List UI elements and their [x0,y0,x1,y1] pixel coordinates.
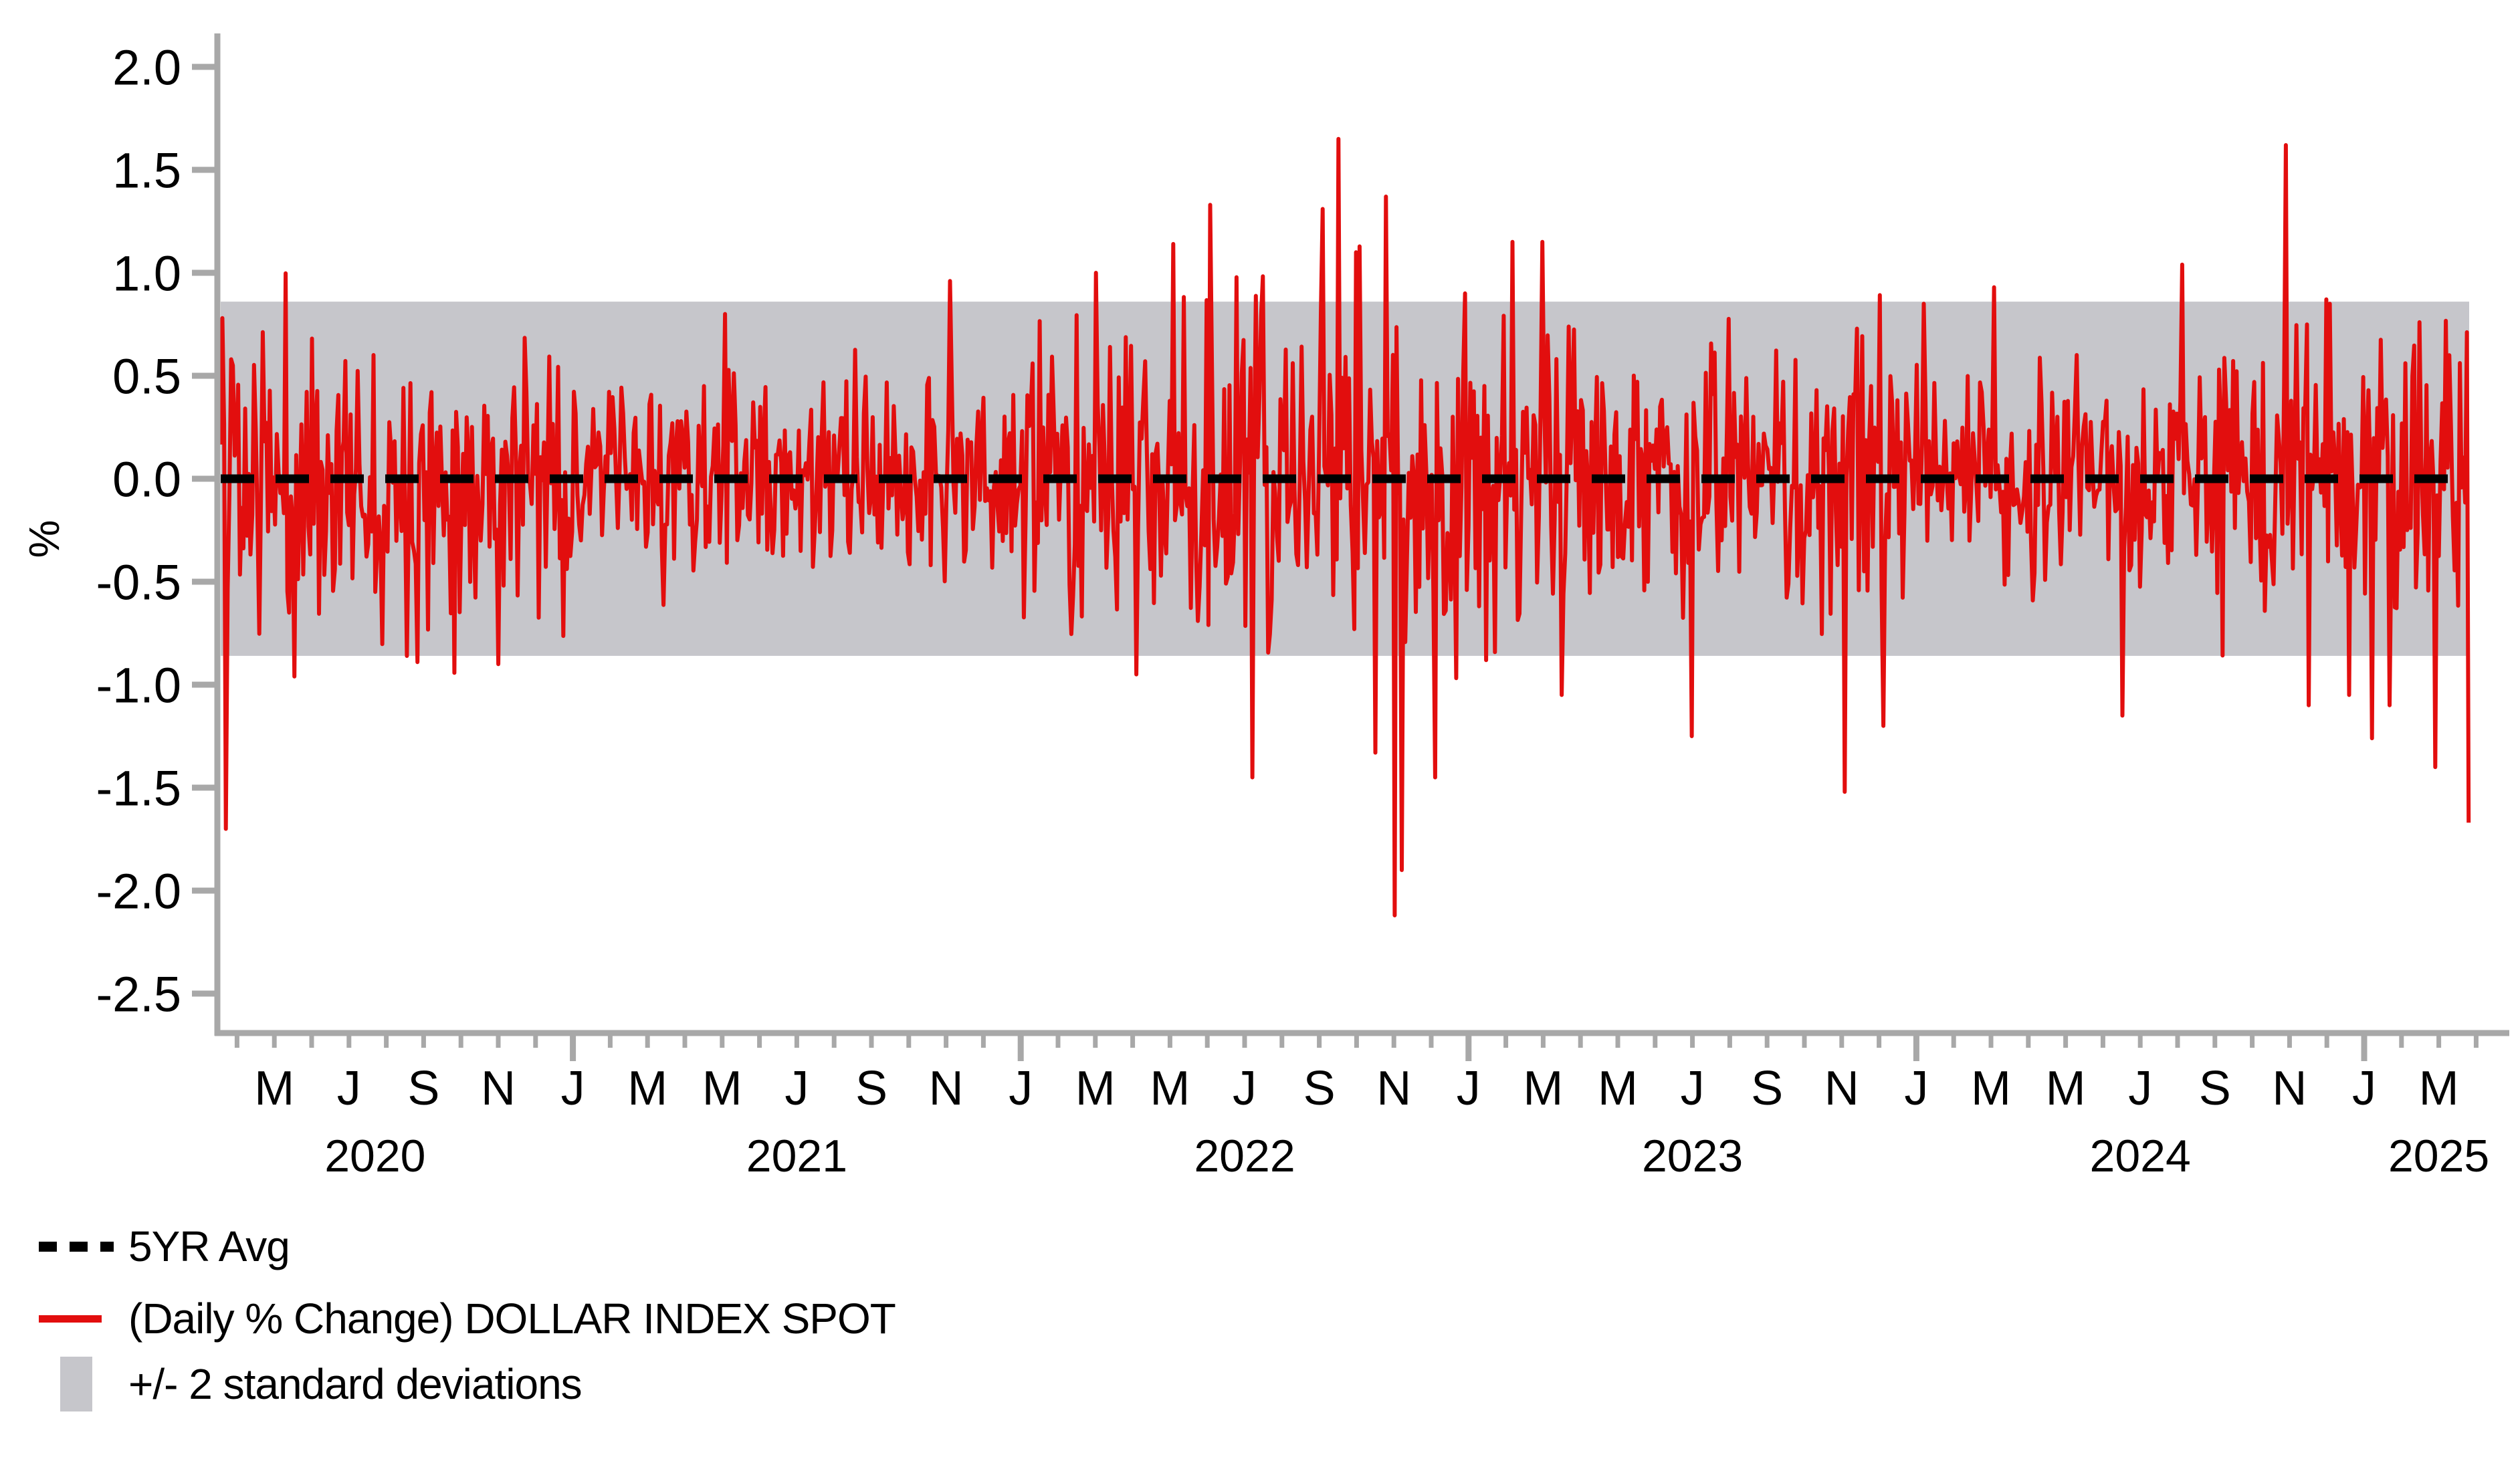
month-label: M [1598,1062,1638,1115]
month-label: J [1233,1062,1257,1115]
year-label: 2024 [2090,1131,2191,1181]
y-tick-label: 1.0 [112,246,181,302]
month-label: N [929,1062,964,1115]
month-label: J [1681,1062,1705,1115]
month-label: M [1523,1062,1563,1115]
month-label: S [2199,1062,2231,1115]
month-label: J [784,1062,809,1115]
month-label: J [1009,1062,1033,1115]
y-tick-label: 0.0 [112,452,181,507]
y-tick-label: 2.0 [112,40,181,96]
month-label: M [627,1062,667,1115]
legend-label-5yr-avg: 5YR Avg [128,1222,290,1270]
legend-item-daily-change: (Daily % Change) DOLLAR INDEX SPOT [39,1290,896,1347]
month-label: S [407,1062,439,1115]
month-label: M [2046,1062,2086,1115]
month-label: J [337,1062,361,1115]
month-label: M [2419,1062,2459,1115]
y-tick-label: -1.5 [96,761,181,816]
month-label: M [702,1062,742,1115]
y-tick-label: -1.0 [96,658,181,713]
legend-item-5yr-avg: 5YR Avg [39,1218,290,1274]
y-tick-label: 0.5 [112,349,181,405]
legend-label-std-dev: +/- 2 standard deviations [128,1360,583,1408]
red-line-swatch [39,1315,102,1323]
y-tick-label: 1.5 [112,143,181,199]
month-label: M [1971,1062,2011,1115]
month-label: J [1904,1062,1928,1115]
y-tick-label: -2.5 [96,967,181,1022]
y-tick-label: -2.0 [96,864,181,919]
month-label: J [2352,1062,2376,1115]
month-label: J [2128,1062,2152,1115]
month-label: J [1457,1062,1481,1115]
dashed-line-swatch [39,1241,114,1252]
year-label: 2023 [1642,1131,1743,1181]
legend-label-daily-change: (Daily % Change) DOLLAR INDEX SPOT [128,1294,896,1343]
year-label: 2021 [746,1131,847,1181]
y-axis-title: % [20,520,68,558]
month-label: M [1150,1062,1190,1115]
month-label: S [855,1062,887,1115]
month-label: N [2272,1062,2307,1115]
year-label: 2020 [324,1131,425,1181]
month-label: S [1751,1062,1783,1115]
month-label: J [561,1062,585,1115]
year-label: 2022 [1194,1131,1295,1181]
band-swatch [60,1357,92,1411]
month-label: N [1824,1062,1859,1115]
y-tick-label: -0.5 [96,555,181,610]
month-label: N [481,1062,516,1115]
year-label: 2025 [2388,1131,2489,1181]
month-label: M [254,1062,294,1115]
month-label: M [1075,1062,1116,1115]
month-label: S [1303,1062,1336,1115]
month-label: N [1376,1062,1411,1115]
legend-item-std-dev: +/- 2 standard deviations [39,1356,583,1412]
daily-change-line [218,136,2471,917]
